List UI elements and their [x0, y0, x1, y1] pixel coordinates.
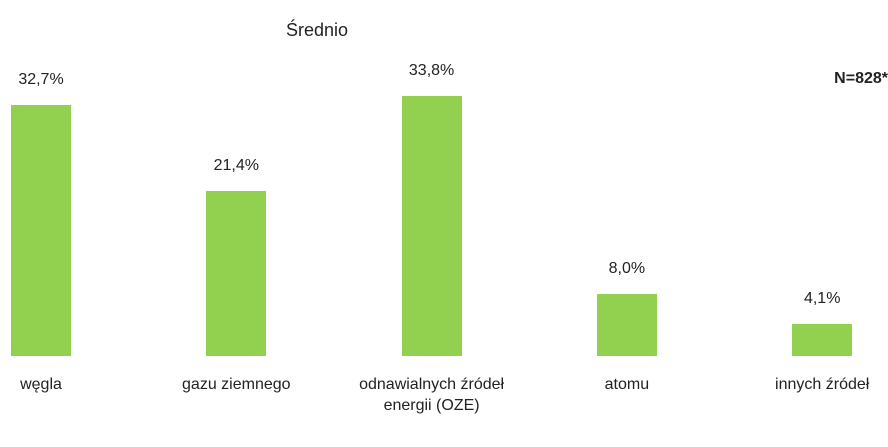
data-label: 33,8%: [408, 62, 455, 80]
bar: [596, 294, 657, 356]
bar: [792, 324, 853, 356]
bar: [11, 104, 71, 356]
x-tick-label: atomu: [604, 376, 650, 393]
data-label: 21,4%: [213, 157, 259, 175]
data-label: 8,0%: [608, 260, 646, 278]
x-tick-label: innych źródeł: [775, 376, 870, 393]
bar: [206, 191, 267, 356]
x-tick-label: gazu ziemnego: [182, 376, 291, 393]
annotation: N=828*: [834, 70, 888, 87]
bar: [401, 96, 462, 356]
x-tick-label: węgla: [20, 376, 62, 393]
x-tick-label: odnawialnych źródeł energii (OZE): [359, 376, 505, 414]
data-label: 32,7%: [18, 70, 64, 88]
chart-title: Średnio: [286, 20, 349, 40]
data-label: 4,1%: [803, 290, 841, 308]
